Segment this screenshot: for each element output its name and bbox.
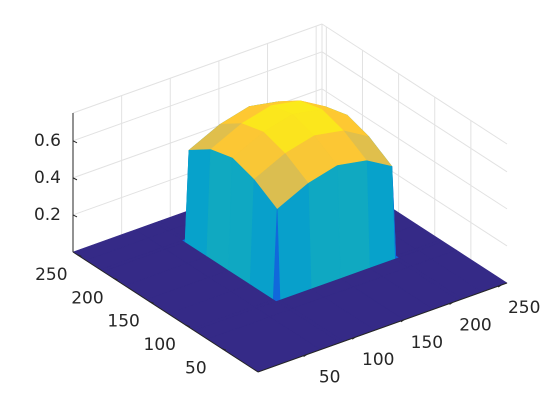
surface-patch xyxy=(184,149,211,257)
x-tick-label: 50 xyxy=(319,368,341,388)
x-axis xyxy=(257,282,508,373)
x-tick xyxy=(400,319,405,323)
surface-patch xyxy=(337,160,370,279)
x-tick-label: 150 xyxy=(411,333,443,353)
z-tick-label: 0.4 xyxy=(34,168,61,188)
y-tick-label: 100 xyxy=(144,335,176,355)
y-tick xyxy=(149,301,154,304)
surface-patch xyxy=(307,165,341,290)
x-tick-label: 250 xyxy=(508,298,540,318)
z-tick xyxy=(72,140,78,144)
x-tick xyxy=(449,302,453,305)
y-tick-label: 200 xyxy=(71,288,103,308)
surface-patch xyxy=(206,149,233,271)
z-tick-label: 0.6 xyxy=(34,131,61,151)
y-tick xyxy=(77,254,82,257)
z-tick xyxy=(72,177,78,181)
x-tick-label: 100 xyxy=(362,350,394,370)
y-tick xyxy=(185,324,190,328)
grid-line xyxy=(321,88,508,210)
y-tick xyxy=(221,348,227,351)
y-tick xyxy=(113,277,118,281)
x-tick-label: 200 xyxy=(459,315,491,335)
y-tick-label: 150 xyxy=(107,312,139,332)
y-tick-label: 250 xyxy=(35,265,67,285)
x-tick xyxy=(351,336,356,340)
z-tick xyxy=(72,214,78,218)
grid-line xyxy=(321,51,508,173)
grid-line xyxy=(72,51,323,142)
grid-line xyxy=(321,23,508,145)
x-tick xyxy=(497,284,502,288)
y-axis xyxy=(72,251,259,373)
z-tick-label: 0.2 xyxy=(34,205,61,225)
grid-line xyxy=(72,23,323,114)
y-tick-label: 50 xyxy=(185,359,207,379)
surface-patch xyxy=(366,160,396,269)
x-tick xyxy=(303,354,307,358)
surface-patch xyxy=(228,157,255,285)
